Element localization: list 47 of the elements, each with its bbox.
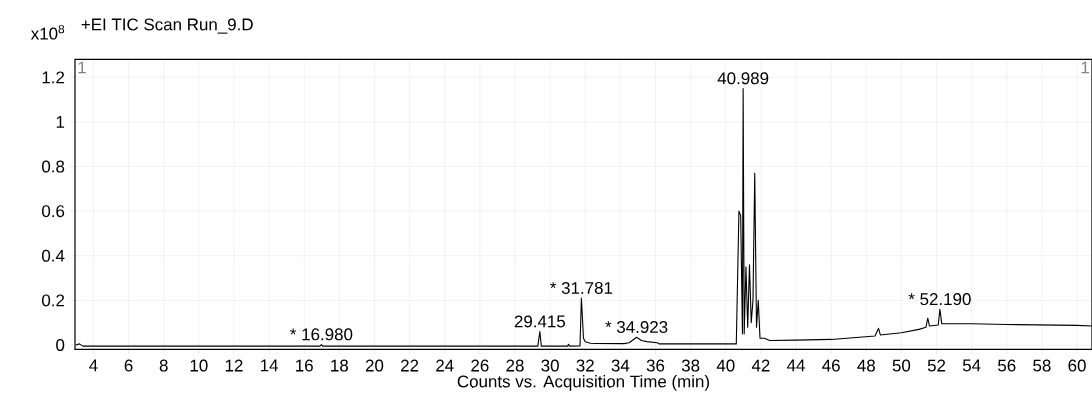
y-tick-label: 0.6 <box>42 205 65 218</box>
y-tick-label: 1.2 <box>42 71 65 84</box>
x-tick-label: 48 <box>857 359 875 372</box>
y-tick-label: 0.8 <box>42 160 65 173</box>
annotation: 40.989 <box>717 72 769 85</box>
x-tick-label: 54 <box>962 359 981 372</box>
x-tick-label: 42 <box>751 359 770 372</box>
chart-title: +EI TIC Scan Run_9.D <box>81 18 253 34</box>
x-tick-label: 44 <box>786 359 805 372</box>
x-tick-label: 52 <box>927 359 946 372</box>
x-tick-label: 18 <box>331 359 349 372</box>
x-tick-label: 24 <box>436 359 454 372</box>
annotation: * 52.190 <box>908 293 971 306</box>
x-tick-label: 40 <box>716 359 735 372</box>
annotation: * 31.781 <box>550 281 613 294</box>
annotation: * 16.980 <box>290 328 353 341</box>
x-tick-label: 38 <box>681 359 700 372</box>
x-tick-label: 56 <box>998 359 1016 372</box>
x-tick-label: 22 <box>401 359 419 372</box>
x-tick-label: 32 <box>576 359 594 372</box>
annotation: 1 <box>1081 61 1089 74</box>
x-tick-label: 10 <box>190 359 208 372</box>
annotation: 29.415 <box>514 315 566 328</box>
x-tick-label: 46 <box>822 359 840 372</box>
y-tick-label: 0 <box>56 339 65 351</box>
x-tick-label: 28 <box>506 359 524 372</box>
x-axis-title: Counts vs. Acquisition Time (min) <box>457 375 709 391</box>
x-tick-label: 30 <box>541 359 559 372</box>
x-tick-label: 26 <box>471 359 489 372</box>
y-tick-label: 0.2 <box>42 294 65 307</box>
annotation: 1 <box>78 61 86 74</box>
x-tick-label: 12 <box>225 359 243 372</box>
y-axis-title: x10$^{8}$ <box>30 24 65 40</box>
x-tick-label: 36 <box>646 359 665 372</box>
y-tick-label: 0.4 <box>42 249 65 262</box>
x-tick-label: 6 <box>124 359 133 372</box>
x-tick-label: 20 <box>365 359 384 372</box>
x-tick-label: 58 <box>1033 359 1051 372</box>
x-tick-label: 50 <box>892 359 911 372</box>
x-tick-label: 60 <box>1068 359 1086 372</box>
x-tick-label: 14 <box>260 359 279 372</box>
x-tick-label: 34 <box>611 359 630 372</box>
x-tick-label: 8 <box>159 359 168 372</box>
x-tick-label: 4 <box>89 359 98 372</box>
y-tick-label: 1 <box>56 116 65 128</box>
annotation: * 34.923 <box>605 321 668 333</box>
x-tick-label: 16 <box>296 359 313 372</box>
